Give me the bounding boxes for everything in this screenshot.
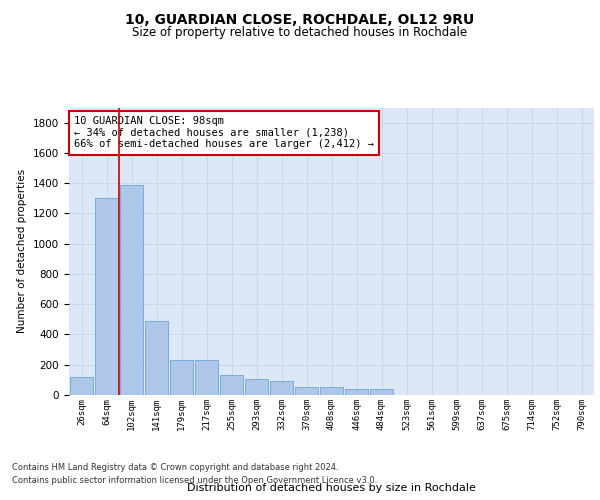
Y-axis label: Number of detached properties: Number of detached properties: [17, 169, 28, 334]
Text: Size of property relative to detached houses in Rochdale: Size of property relative to detached ho…: [133, 26, 467, 39]
Bar: [245, 379, 268, 395]
Bar: [195, 360, 218, 395]
Bar: [120, 184, 143, 395]
Bar: [370, 389, 393, 395]
Text: 10, GUARDIAN CLOSE, ROCHDALE, OL12 9RU: 10, GUARDIAN CLOSE, ROCHDALE, OL12 9RU: [125, 12, 475, 26]
Text: Contains public sector information licensed under the Open Government Licence v3: Contains public sector information licen…: [12, 476, 377, 485]
Bar: [270, 382, 293, 395]
Bar: [70, 377, 93, 395]
Bar: [220, 376, 243, 395]
Bar: [295, 386, 318, 395]
Bar: [95, 198, 118, 395]
Bar: [145, 321, 168, 395]
Text: 10 GUARDIAN CLOSE: 98sqm
← 34% of detached houses are smaller (1,238)
66% of sem: 10 GUARDIAN CLOSE: 98sqm ← 34% of detach…: [74, 116, 374, 150]
Bar: [345, 389, 368, 395]
Text: Contains HM Land Registry data © Crown copyright and database right 2024.: Contains HM Land Registry data © Crown c…: [12, 462, 338, 471]
Bar: [320, 386, 343, 395]
X-axis label: Distribution of detached houses by size in Rochdale: Distribution of detached houses by size …: [187, 483, 476, 493]
Bar: [170, 360, 193, 395]
